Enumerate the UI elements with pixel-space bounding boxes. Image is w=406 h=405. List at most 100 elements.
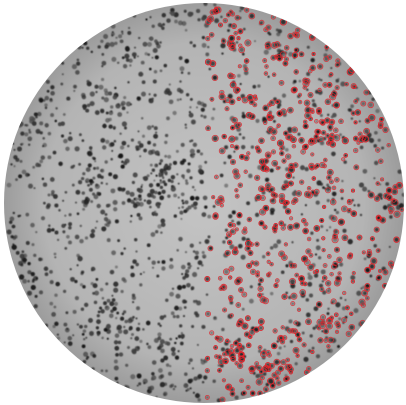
particle — [327, 83, 332, 87]
detection-marker — [333, 279, 341, 287]
particle — [175, 149, 179, 153]
particle — [368, 102, 373, 108]
particle — [308, 93, 313, 97]
particle — [348, 199, 351, 203]
particle — [129, 64, 132, 67]
particle — [291, 137, 296, 142]
particle — [295, 273, 299, 277]
detection-marker — [326, 174, 332, 181]
particle — [255, 242, 259, 246]
particle — [339, 133, 342, 137]
particle — [50, 91, 55, 96]
particle — [287, 126, 293, 132]
particle — [249, 330, 255, 335]
particle — [263, 392, 266, 395]
particle — [192, 44, 197, 48]
particle — [325, 99, 331, 105]
detection-marker — [273, 283, 279, 289]
detection-marker — [205, 36, 211, 42]
particle — [98, 84, 104, 90]
particle — [275, 28, 279, 32]
particle — [155, 395, 158, 398]
detection-marker — [338, 118, 344, 125]
particle — [225, 250, 230, 255]
particle — [237, 37, 240, 40]
particle — [246, 343, 251, 348]
particle — [111, 34, 114, 37]
particle — [136, 306, 140, 311]
particle — [200, 107, 205, 112]
particle — [282, 159, 286, 163]
particle — [170, 383, 175, 387]
particle — [334, 102, 339, 108]
detection-marker — [350, 188, 356, 193]
detection-marker — [243, 58, 250, 64]
particle — [275, 370, 280, 375]
particle — [124, 319, 128, 324]
particle — [121, 312, 125, 316]
particle — [195, 393, 200, 399]
particle — [186, 388, 190, 392]
particle — [349, 324, 355, 330]
particle — [35, 128, 41, 134]
particle — [115, 352, 119, 357]
particle — [74, 201, 78, 204]
detection-marker — [221, 284, 226, 289]
particle — [232, 249, 238, 255]
particle — [176, 173, 179, 176]
particle — [179, 341, 184, 346]
particle — [353, 308, 359, 314]
particle — [170, 179, 174, 184]
particle — [112, 306, 117, 312]
particle — [170, 174, 176, 180]
detection-marker — [302, 144, 309, 151]
particle — [45, 79, 50, 84]
detection-marker — [345, 305, 350, 311]
detection-marker — [290, 199, 297, 205]
particle — [218, 277, 222, 280]
particle — [359, 299, 365, 305]
particle — [30, 284, 36, 291]
particle — [34, 294, 38, 298]
particle — [239, 9, 242, 13]
particle — [320, 225, 324, 228]
particle — [131, 293, 136, 297]
particle — [308, 293, 314, 298]
particle — [151, 56, 154, 59]
particle — [320, 78, 323, 82]
particle — [227, 29, 230, 32]
particle — [279, 81, 284, 85]
detection-marker — [297, 92, 303, 97]
particle — [149, 205, 152, 209]
detection-marker — [255, 194, 262, 201]
particle — [199, 152, 204, 156]
particle — [104, 305, 110, 311]
particle — [302, 219, 306, 223]
particle — [100, 209, 106, 215]
detection-marker — [228, 348, 234, 354]
particle — [131, 52, 137, 58]
particle — [179, 210, 184, 215]
detection-marker — [308, 162, 315, 170]
particle — [104, 213, 108, 216]
particle — [159, 339, 165, 345]
particle — [19, 214, 22, 217]
particle — [250, 145, 255, 149]
detection-marker — [246, 94, 254, 102]
particle — [39, 131, 43, 135]
particle — [116, 324, 122, 330]
particle — [154, 131, 158, 134]
particle — [68, 226, 72, 230]
detection-marker — [244, 245, 251, 252]
particle — [232, 24, 236, 28]
particle — [148, 93, 151, 96]
detection-marker — [272, 328, 278, 334]
particle — [13, 155, 18, 160]
particle — [69, 268, 72, 271]
particle — [61, 73, 64, 76]
particle — [141, 183, 144, 187]
detection-marker — [329, 141, 337, 148]
particle — [206, 311, 210, 316]
detection-marker — [231, 223, 237, 228]
particle — [369, 138, 375, 143]
